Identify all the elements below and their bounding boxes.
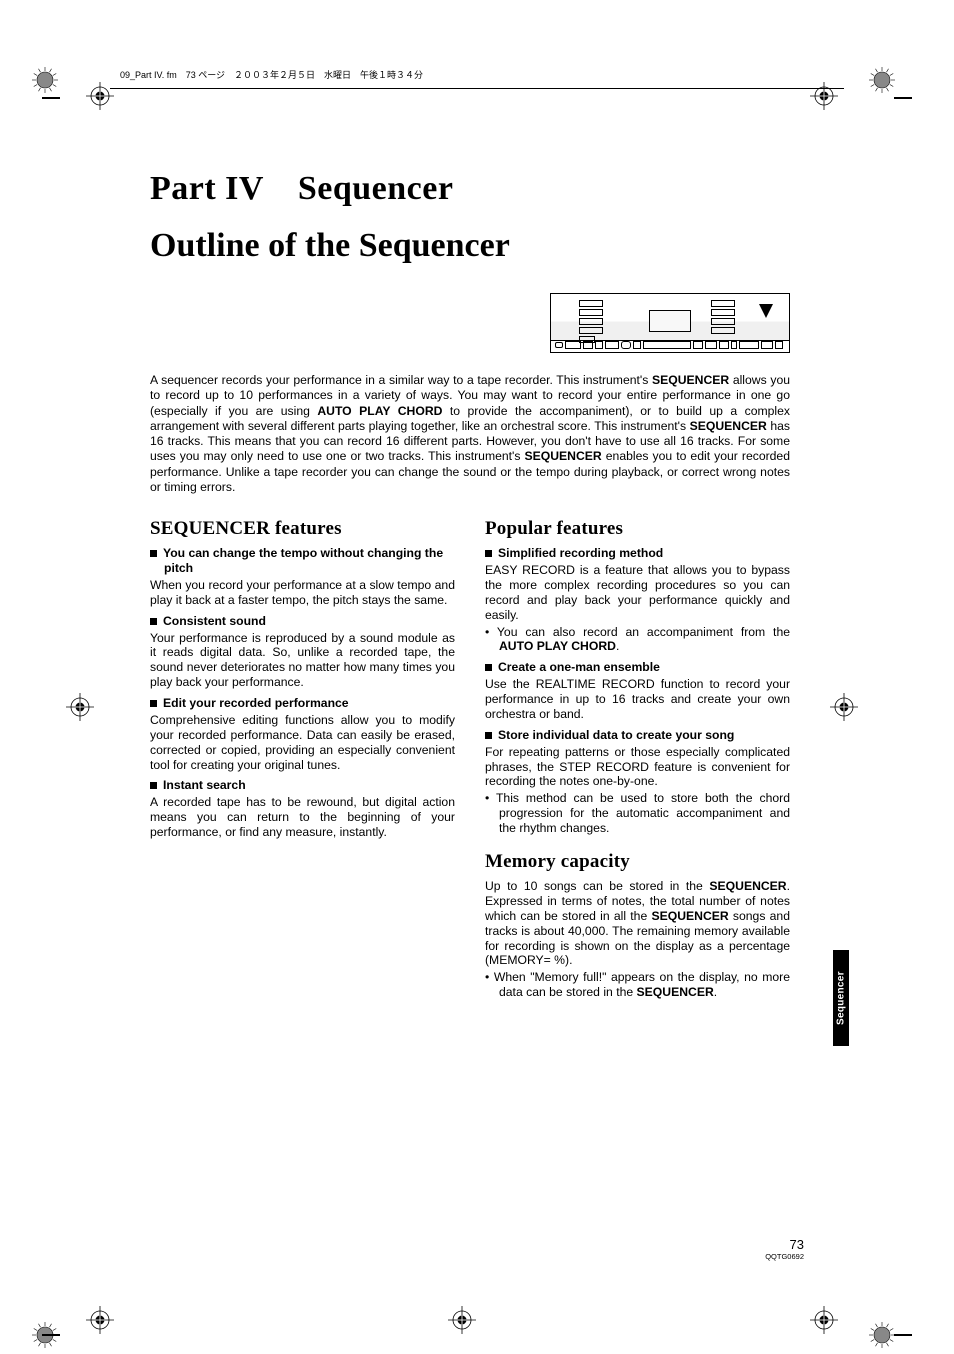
feature-body: For repeating patterns or those especial… xyxy=(485,745,790,790)
sun-mark-icon xyxy=(31,66,59,94)
chapter-title: Outline of the Sequencer xyxy=(150,227,790,265)
bullet-item: You can also record an accompaniment fro… xyxy=(485,625,790,655)
bullet-item: When "Memory full!" appears on the displ… xyxy=(485,970,790,1000)
feature-title: Create a one-man ensemble xyxy=(485,660,790,675)
page-content: Part IV Sequencer Outline of the Sequenc… xyxy=(150,160,790,1000)
right-column: Popular features Simplified recording met… xyxy=(485,517,790,1000)
print-bar xyxy=(894,1334,912,1336)
feature-title: You can change the tempo without changin… xyxy=(150,546,455,576)
feature-body: EASY RECORD is a feature that allows you… xyxy=(485,563,790,623)
square-bullet-icon xyxy=(485,732,492,739)
bullet-item: This method can be used to store both th… xyxy=(485,791,790,836)
square-bullet-icon xyxy=(150,782,157,789)
feature-title: Simplified recording method xyxy=(485,546,790,561)
feature-item: Store individual data to create your son… xyxy=(485,728,790,836)
square-bullet-icon xyxy=(150,618,157,625)
intro-paragraph: A sequencer records your performance in … xyxy=(150,373,790,495)
feature-title: Edit your recorded performance xyxy=(150,696,455,711)
registration-mark-icon xyxy=(810,82,838,110)
registration-mark-icon xyxy=(86,1306,114,1334)
print-bar xyxy=(42,1334,60,1336)
feature-item: Consistent sound Your performance is repr… xyxy=(150,614,455,690)
registration-mark-icon xyxy=(448,1306,476,1334)
square-bullet-icon xyxy=(150,700,157,707)
feature-body: Your performance is reproduced by a soun… xyxy=(150,631,455,691)
feature-item: Edit your recorded performance Comprehens… xyxy=(150,696,455,772)
feature-item: Simplified recording method EASY RECORD i… xyxy=(485,546,790,654)
part-title: Part IV Sequencer xyxy=(150,160,790,209)
registration-mark-icon xyxy=(86,82,114,110)
side-tab: Sequencer xyxy=(833,950,849,1046)
device-panel-illustration xyxy=(550,293,790,353)
feature-body: Comprehensive editing functions allow yo… xyxy=(150,713,455,773)
page-number-block: 73 QQTG0692 xyxy=(765,1237,804,1261)
header-rule xyxy=(110,88,844,89)
feature-title: Instant search xyxy=(150,778,455,793)
sun-mark-icon xyxy=(868,1321,896,1349)
square-bullet-icon xyxy=(150,550,157,557)
registration-mark-icon xyxy=(810,1306,838,1334)
two-column-area: SEQUENCER features You can change the tem… xyxy=(150,517,790,1000)
page-code: QQTG0692 xyxy=(765,1252,804,1261)
feature-body: When you record your performance at a sl… xyxy=(150,578,455,608)
registration-mark-icon xyxy=(66,693,94,721)
section-heading: Memory capacity xyxy=(485,850,790,873)
feature-body: A recorded tape has to be rewound, but d… xyxy=(150,795,455,840)
running-header: 09_Part IV. fm 73 ページ ２００３年２月５日 水曜日 午後１時… xyxy=(120,68,423,81)
print-bar xyxy=(42,97,60,99)
square-bullet-icon xyxy=(485,550,492,557)
feature-item: Create a one-man ensemble Use the REALTIM… xyxy=(485,660,790,722)
feature-body: Use the REALTIME RECORD function to reco… xyxy=(485,677,790,722)
left-column: SEQUENCER features You can change the tem… xyxy=(150,517,455,1000)
page-number: 73 xyxy=(790,1237,804,1252)
feature-title: Store individual data to create your son… xyxy=(485,728,790,743)
square-bullet-icon xyxy=(485,664,492,671)
registration-mark-icon xyxy=(830,693,858,721)
section-heading: Popular features xyxy=(485,517,790,540)
feature-item: You can change the tempo without changin… xyxy=(150,546,455,608)
feature-item: Instant search A recorded tape has to be … xyxy=(150,778,455,840)
section-body: Up to 10 songs can be stored in the SEQU… xyxy=(485,879,790,968)
feature-title: Consistent sound xyxy=(150,614,455,629)
arrow-down-icon xyxy=(759,304,773,318)
sun-mark-icon xyxy=(868,66,896,94)
print-bar xyxy=(894,97,912,99)
section-heading: SEQUENCER features xyxy=(150,517,455,540)
